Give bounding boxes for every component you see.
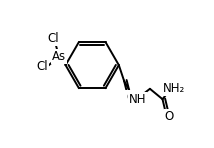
Text: As: As: [52, 50, 66, 63]
Text: Cl: Cl: [48, 32, 59, 45]
Text: NH₂: NH₂: [163, 82, 185, 95]
Text: NH: NH: [129, 93, 146, 106]
Text: O: O: [126, 91, 136, 104]
Text: Cl: Cl: [37, 60, 48, 73]
Text: O: O: [165, 110, 174, 123]
